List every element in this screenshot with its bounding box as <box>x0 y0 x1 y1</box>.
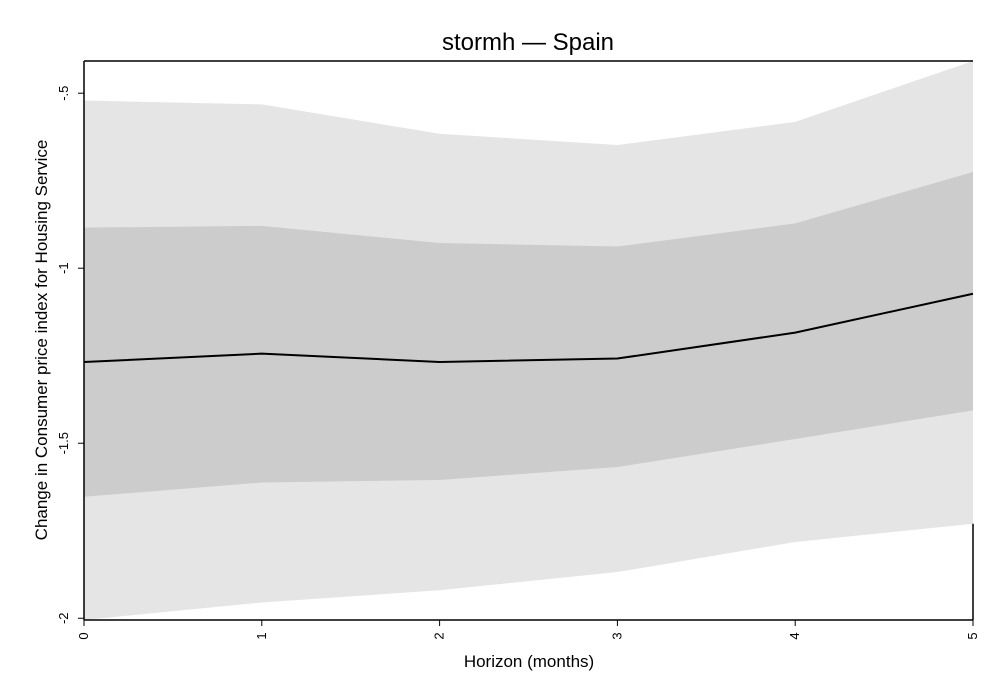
confidence-band-inner <box>84 171 973 497</box>
x-tick-label: 5 <box>965 632 980 639</box>
x-tick-label: 1 <box>254 632 269 639</box>
y-tick-label: -1.5 <box>56 432 71 454</box>
series-line-0 <box>83 292 974 364</box>
x-axis-label: Horizon (months) <box>464 652 594 671</box>
x-tick-label: 2 <box>432 632 447 639</box>
axes: -.5 -1 -1.5 -2 0 1 2 3 4 5 <box>56 60 980 640</box>
chart-title: stormh — Spain <box>442 29 614 56</box>
plot-area <box>83 61 974 620</box>
y-tick-label: -2 <box>56 612 71 624</box>
y-tick-label: -1 <box>56 262 71 274</box>
y-axis-label: Change in Consumer price index for Housi… <box>32 140 51 541</box>
x-tick-label: 3 <box>609 632 624 639</box>
x-tick-label: 0 <box>76 632 91 639</box>
y-tick-label: -.5 <box>56 86 71 101</box>
x-tick-label: 4 <box>787 632 802 639</box>
